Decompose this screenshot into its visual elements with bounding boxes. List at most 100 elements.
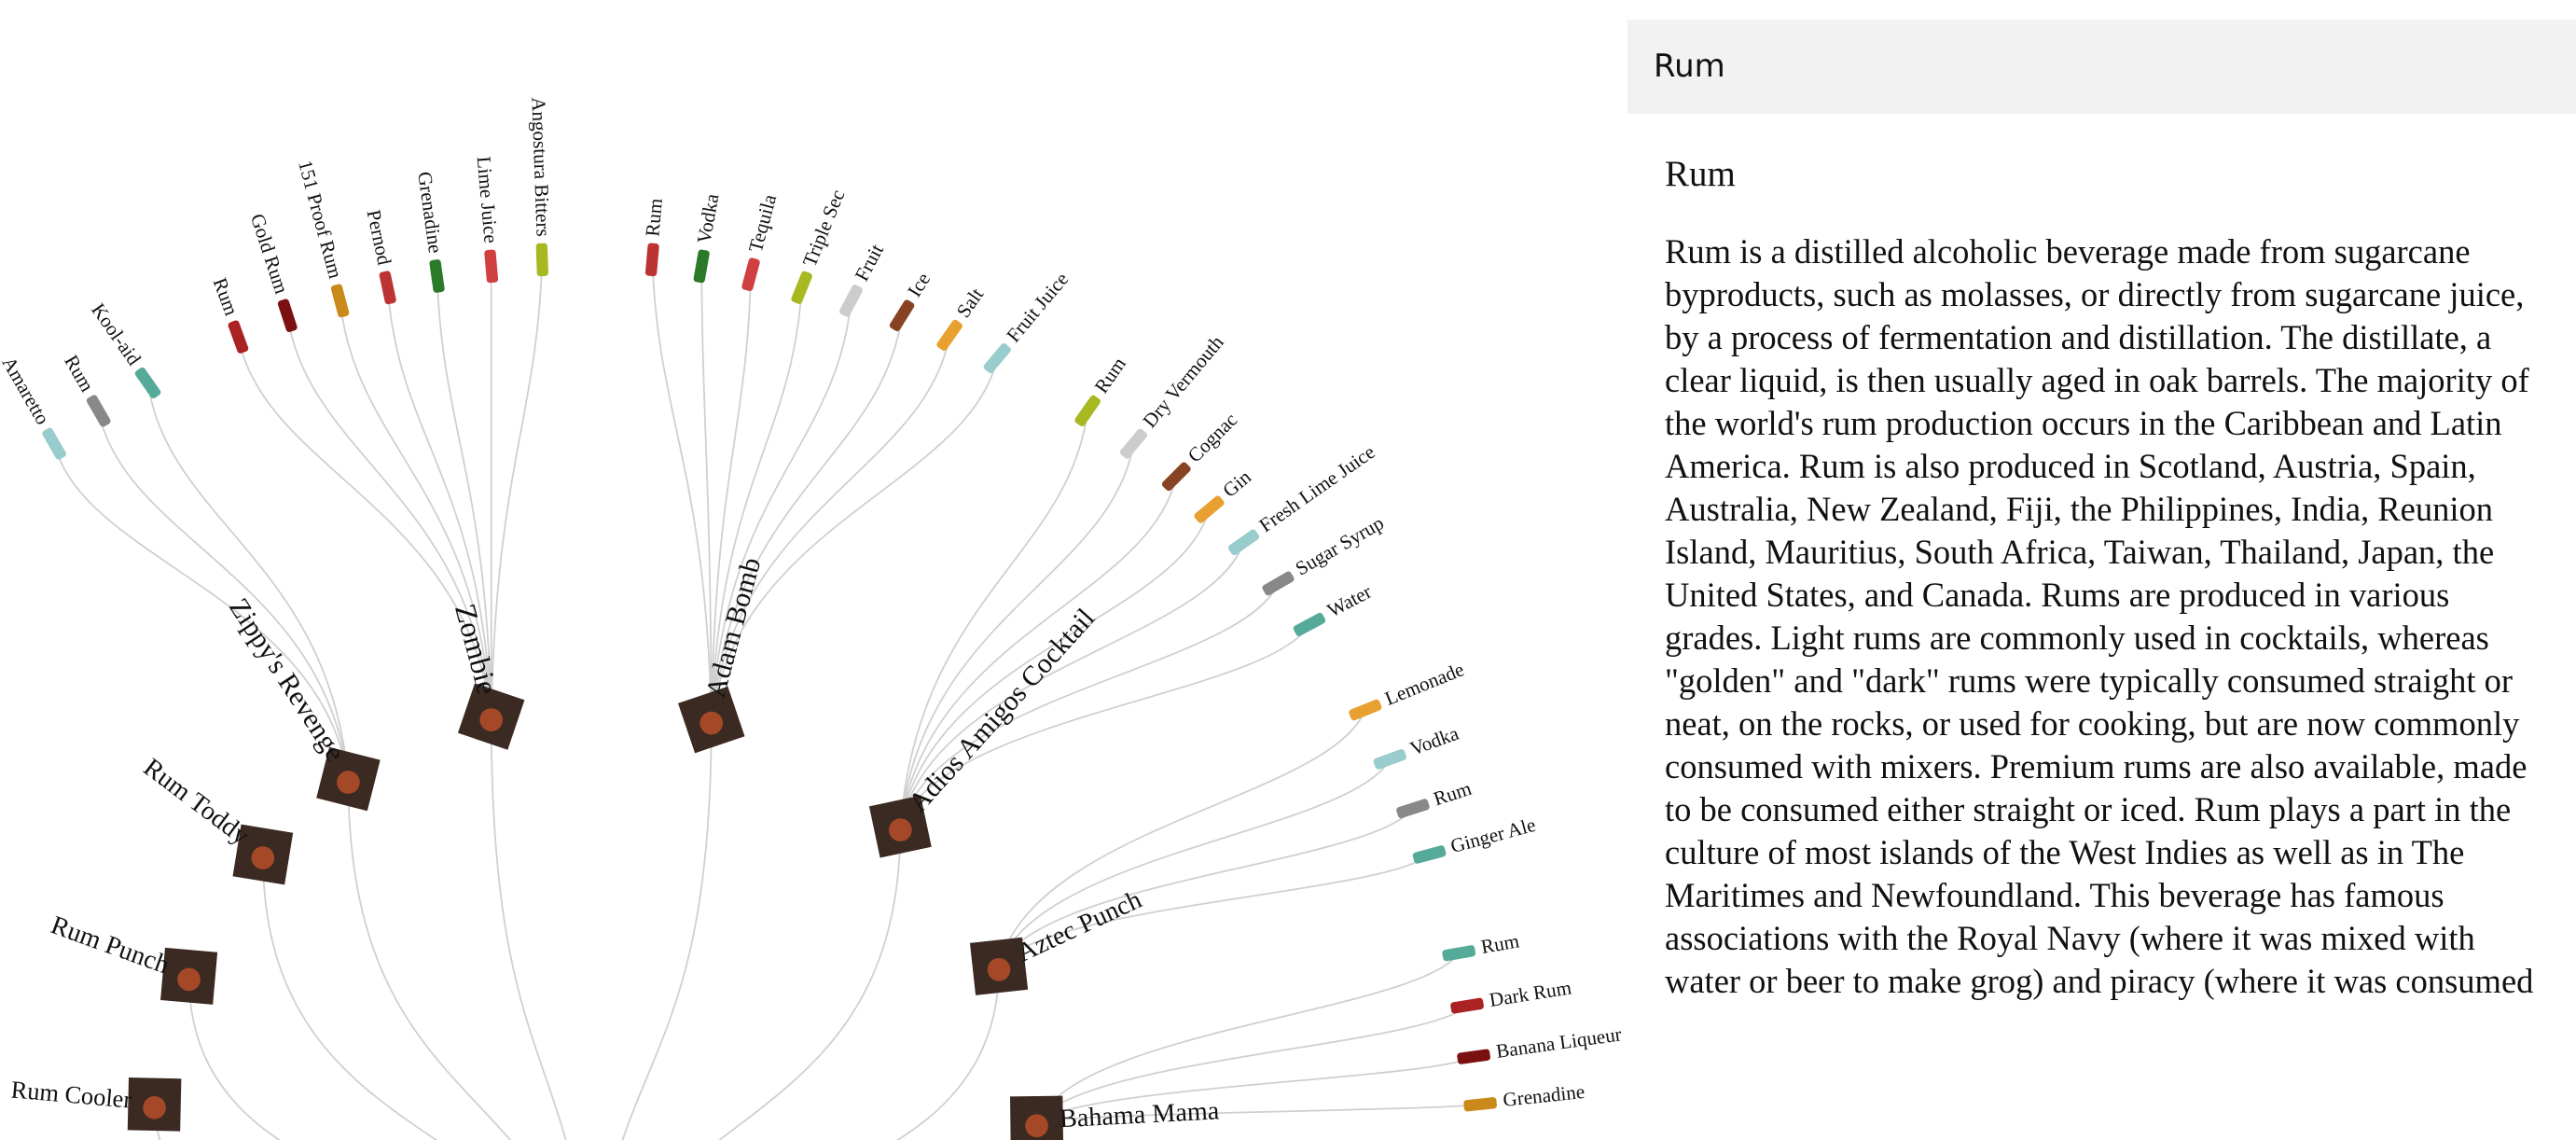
ingredient-label: Gold Rum xyxy=(246,211,293,297)
ingredient-icon xyxy=(1119,428,1148,459)
ingredient-icon xyxy=(1442,945,1476,962)
ingredient-icon xyxy=(1227,529,1260,556)
ingredient-link xyxy=(998,758,1392,967)
ingredient-icon xyxy=(1293,612,1326,636)
cocktail-image-detail xyxy=(337,771,360,794)
ingredient-icon xyxy=(484,249,499,284)
ingredient-icon xyxy=(42,427,66,460)
panel-title: Rum xyxy=(1665,154,1736,194)
ingredient-icon xyxy=(1161,462,1191,492)
ingredient-icon xyxy=(889,299,915,332)
cocktail-label: Rum Cooler xyxy=(10,1075,133,1113)
ingredient-link xyxy=(97,410,350,780)
ingredient-icon xyxy=(741,257,760,292)
cocktail-label: Adios Amigos Cocktail xyxy=(903,603,1101,818)
ingredient-icon xyxy=(1450,997,1484,1014)
ingredient-link xyxy=(490,259,544,717)
ingredient-label: Lime Juice xyxy=(473,156,503,244)
root-link xyxy=(1034,1122,1038,1140)
ingredient-icon xyxy=(228,320,249,354)
ingredient-link xyxy=(710,300,852,720)
ingredient-link xyxy=(436,275,492,717)
ingredient-link xyxy=(1036,1103,1481,1124)
root-link xyxy=(187,976,282,1140)
ingredient-link xyxy=(998,808,1414,967)
ingredient-label: Water xyxy=(1323,580,1375,622)
ingredient-label: Rum xyxy=(1431,777,1475,811)
ingredient-label: Fruit xyxy=(851,241,889,285)
root-link xyxy=(621,719,713,1140)
ingredient-label: Banana Liqueur xyxy=(1495,1022,1624,1063)
ingredient-label: Vodka xyxy=(1407,722,1462,760)
ingredient-link xyxy=(651,259,713,720)
root-link xyxy=(490,716,567,1140)
cocktail-image-detail xyxy=(987,957,1011,981)
ingredient-label: Angostura Bitters xyxy=(527,97,554,237)
cocktail-image-detail xyxy=(889,818,912,841)
ingredient-label: 151 Proof Rum xyxy=(294,158,347,282)
ingredient-label: Rum xyxy=(209,274,243,318)
cocktail-image-detail xyxy=(143,1095,166,1119)
ingredient-label: Ginger Ale xyxy=(1448,813,1538,857)
ingredient-icon xyxy=(277,299,298,332)
ingredient-link xyxy=(998,854,1431,967)
cocktail-image-detail xyxy=(251,846,275,869)
ingredient-label: Dry Vermouth xyxy=(1138,331,1227,433)
root-link xyxy=(261,855,438,1140)
ingredient-label: Rum xyxy=(60,351,99,396)
ingredient-label: Vodka xyxy=(693,191,724,245)
ingredient-link xyxy=(1035,952,1460,1123)
ingredient-link xyxy=(339,300,492,717)
ingredient-label: Ice xyxy=(903,269,935,301)
ingredient-icon xyxy=(1396,799,1430,819)
root-link xyxy=(895,966,1000,1140)
ingredient-label: Rum xyxy=(1090,353,1131,397)
ingredient-icon xyxy=(429,259,445,293)
ingredient-icon xyxy=(1349,699,1382,721)
ingredient-label: Kool-aid xyxy=(87,299,145,370)
cocktail-image-detail xyxy=(177,967,201,992)
ingredient-icon xyxy=(936,319,963,351)
ingredient-link xyxy=(899,476,1178,827)
ingredient-icon xyxy=(535,243,548,277)
ingredient-label: Cognac xyxy=(1184,409,1242,467)
ingredient-label: Fruit Juice xyxy=(1002,268,1073,346)
cocktail-image-detail xyxy=(1025,1114,1048,1138)
ingredient-icon xyxy=(1373,749,1406,770)
ingredient-link xyxy=(710,357,999,720)
ingredient-link xyxy=(53,443,350,780)
ingredient-label: Triple Sec xyxy=(798,187,850,270)
detail-panel: Rum Rum Rum is a distilled alcoholic bev… xyxy=(1627,20,2576,1140)
ingredient-icon xyxy=(1074,395,1101,426)
ingredient-link xyxy=(386,287,492,717)
cocktail-image-detail xyxy=(699,711,724,735)
ingredient-link xyxy=(710,287,803,720)
ingredient-link xyxy=(700,266,713,720)
root-link xyxy=(718,827,902,1140)
ingredient-label: Rum xyxy=(641,197,667,238)
ingredient-icon xyxy=(693,249,710,284)
ingredient-link xyxy=(237,336,492,717)
ingredient-label: Lemonade xyxy=(1381,658,1467,710)
ingredient-icon xyxy=(839,285,863,317)
ingredient-link xyxy=(998,709,1366,967)
ingredient-icon xyxy=(330,284,350,318)
root-link xyxy=(153,1104,161,1140)
ingredient-label: Amaretto xyxy=(0,353,54,428)
ingredient-icon xyxy=(1463,1097,1497,1112)
cocktail-label: Zippy's Revenge xyxy=(223,592,351,766)
panel-description: Rum is a distilled alcoholic beverage ma… xyxy=(1665,232,2534,1000)
ingredient-link xyxy=(710,315,903,720)
ingredient-icon xyxy=(983,343,1011,374)
ingredient-label: Tequila xyxy=(744,191,782,255)
ingredient-link xyxy=(286,315,492,717)
ingredient-icon xyxy=(134,367,161,399)
ingredient-label: Rum xyxy=(1479,929,1521,958)
ingredient-label: Pernod xyxy=(363,208,396,268)
ingredient-link xyxy=(899,623,1310,827)
ingredient-link xyxy=(899,410,1089,827)
cocktail-label: Rum Punch xyxy=(48,911,173,980)
ingredient-icon xyxy=(379,271,396,305)
ingredient-link xyxy=(710,335,951,720)
